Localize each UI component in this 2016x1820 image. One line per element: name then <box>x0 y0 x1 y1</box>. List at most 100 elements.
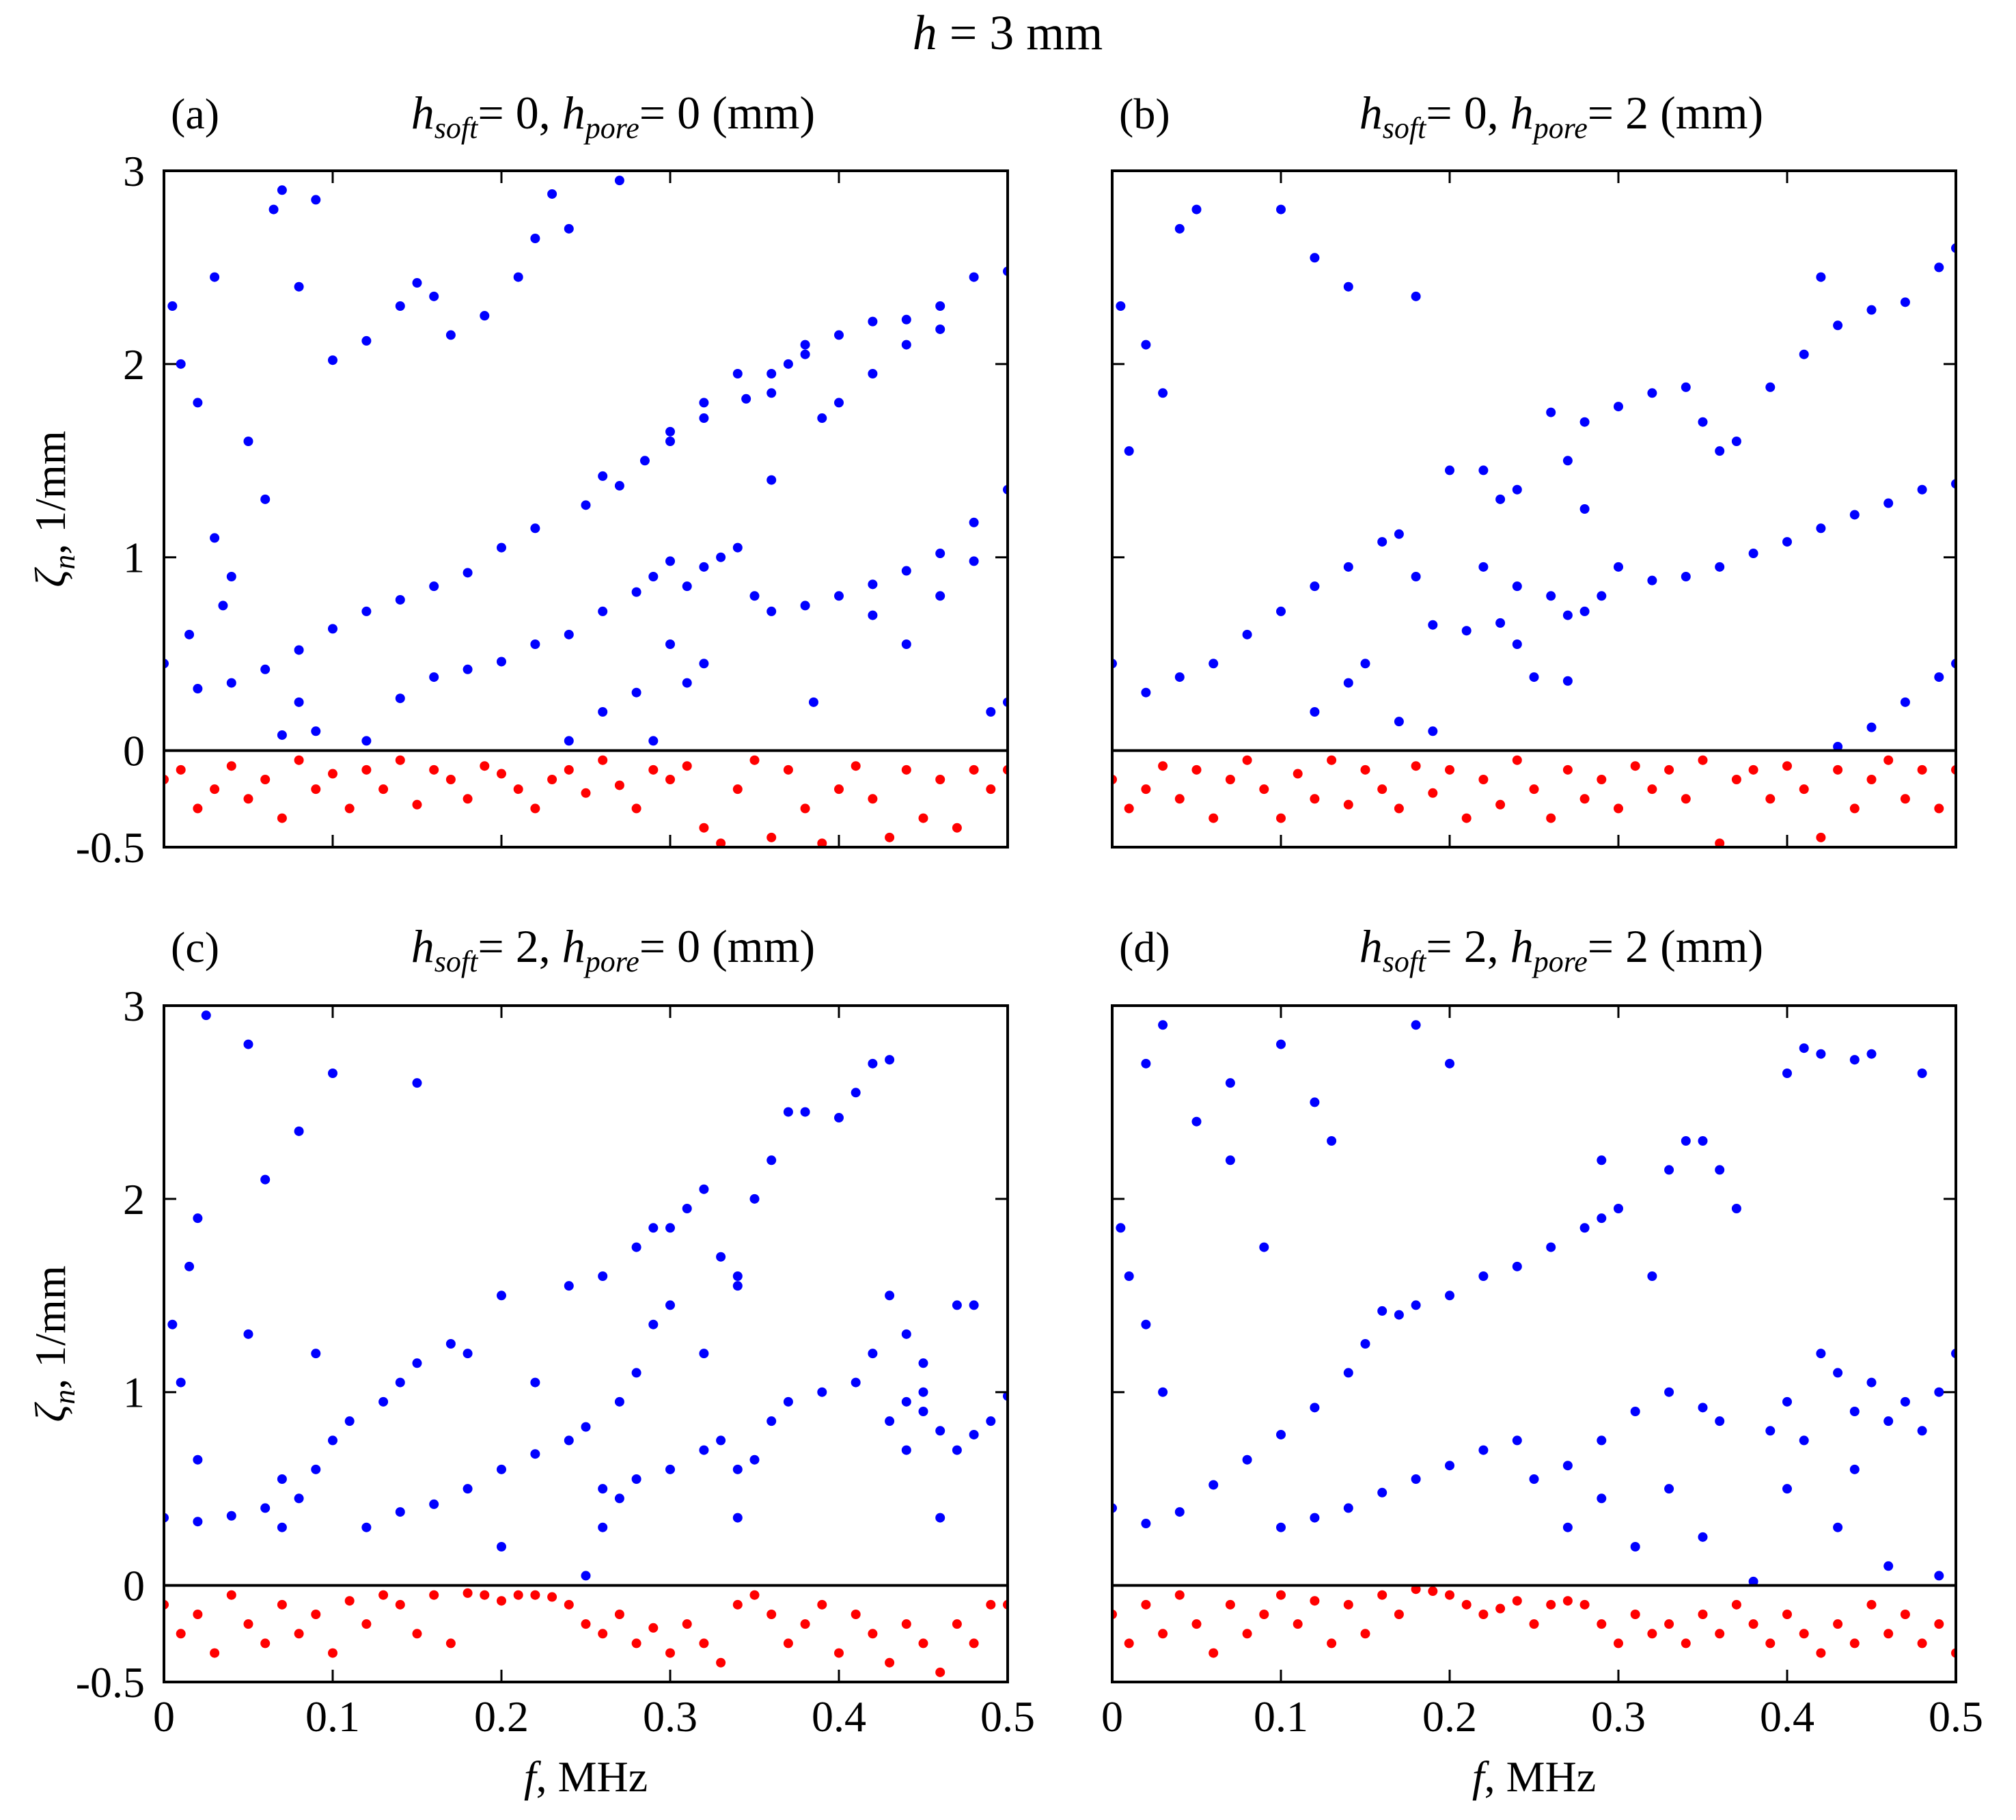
re-point <box>614 176 624 186</box>
re-point <box>614 481 624 491</box>
re-point <box>598 1484 608 1494</box>
im-point <box>1293 1619 1303 1629</box>
re-point <box>1191 1116 1202 1127</box>
re-point <box>294 697 304 707</box>
re-point <box>1731 1204 1741 1213</box>
im-point <box>1917 1638 1927 1649</box>
re-point <box>885 1416 895 1426</box>
re-point <box>631 1242 641 1252</box>
re-point <box>412 1358 422 1368</box>
re-point <box>732 1464 743 1474</box>
re-point <box>513 272 523 282</box>
panel-label-a: (a) <box>171 89 219 138</box>
im-point <box>1883 755 1894 765</box>
im-point <box>1782 1610 1792 1619</box>
re-point <box>429 672 439 682</box>
x-axis-unit: , MHz <box>536 1752 648 1801</box>
re-point <box>699 562 709 572</box>
re-point <box>732 1281 743 1291</box>
re-point <box>1141 687 1151 698</box>
re-point <box>581 500 591 510</box>
re-point <box>1748 1576 1758 1586</box>
im-point <box>311 784 321 795</box>
re-point <box>1116 301 1126 311</box>
panel-b: (b) hsoft= 0, hpore= 2 (mm) <box>1111 87 1957 849</box>
y-axis-subscript: n <box>48 1390 81 1405</box>
re-point <box>952 1445 962 1455</box>
re-point <box>1124 446 1134 456</box>
im-point <box>1209 1648 1219 1658</box>
im-point <box>1664 764 1674 775</box>
re-point <box>885 1055 895 1065</box>
re-point <box>395 594 405 605</box>
im-point <box>1546 813 1556 823</box>
re-point <box>268 204 279 215</box>
im-point <box>378 784 389 795</box>
re-point <box>1715 562 1725 572</box>
re-point <box>716 1252 726 1262</box>
im-point <box>1225 775 1235 784</box>
im-point <box>564 764 574 775</box>
re-point <box>581 1422 591 1432</box>
im-point <box>1934 803 1944 814</box>
re-point <box>716 552 726 562</box>
im-point <box>783 1638 793 1649</box>
data-points <box>1112 1020 1956 1658</box>
im-point <box>1512 755 1522 765</box>
re-point <box>1343 1368 1353 1378</box>
re-point <box>1310 581 1320 592</box>
re-point <box>1360 659 1370 669</box>
im-point <box>935 1667 945 1677</box>
re-point <box>294 645 304 655</box>
re-point <box>1512 1435 1522 1446</box>
re-point <box>1377 1306 1387 1316</box>
re-point <box>732 1271 743 1281</box>
re-point <box>665 437 675 446</box>
re-point <box>885 1291 895 1301</box>
im-point <box>1614 803 1623 814</box>
re-point <box>1883 1416 1894 1426</box>
re-point <box>361 606 372 616</box>
re-point <box>361 335 372 346</box>
title-subscript: soft <box>434 111 479 145</box>
re-point <box>193 1454 203 1465</box>
re-point <box>1799 1435 1809 1446</box>
re-point <box>851 1377 861 1388</box>
im-point <box>1310 794 1320 804</box>
panel-title-b: hsoft= 0, hpore= 2 (mm) <box>1359 87 1763 145</box>
im-point <box>361 1619 372 1629</box>
title-subscript: soft <box>1383 945 1427 978</box>
im-point <box>614 1610 624 1619</box>
y-tick-label: 2 <box>123 340 145 389</box>
re-point <box>834 330 844 340</box>
re-point <box>1141 1519 1151 1529</box>
title-var: h <box>411 920 434 972</box>
re-point <box>808 697 818 707</box>
re-point <box>294 281 304 292</box>
im-point <box>226 1590 236 1600</box>
y-tick-label: -0.5 <box>76 1658 145 1707</box>
re-point <box>226 572 236 581</box>
im-point <box>1394 803 1404 814</box>
im-point <box>1681 794 1691 804</box>
im-point <box>277 1599 287 1610</box>
panel-title-a: hsoft= 0, hpore= 0 (mm) <box>411 87 815 145</box>
re-point <box>732 369 743 378</box>
re-point <box>445 330 456 340</box>
re-point <box>243 1039 253 1049</box>
re-point <box>614 1493 624 1504</box>
im-point <box>783 764 793 775</box>
im-point <box>682 761 692 771</box>
im-point <box>1360 764 1370 775</box>
re-point <box>328 1068 337 1078</box>
panel-title-d: hsoft= 2, hpore= 2 (mm) <box>1359 920 1763 978</box>
re-point <box>564 736 574 746</box>
title-var: h <box>411 87 434 139</box>
re-point <box>1647 1271 1657 1281</box>
im-point <box>716 1657 726 1668</box>
re-point <box>1630 1542 1640 1552</box>
re-point <box>581 1571 591 1581</box>
re-point <box>648 572 659 581</box>
re-point <box>1934 1571 1944 1581</box>
im-point <box>1428 1586 1438 1597</box>
